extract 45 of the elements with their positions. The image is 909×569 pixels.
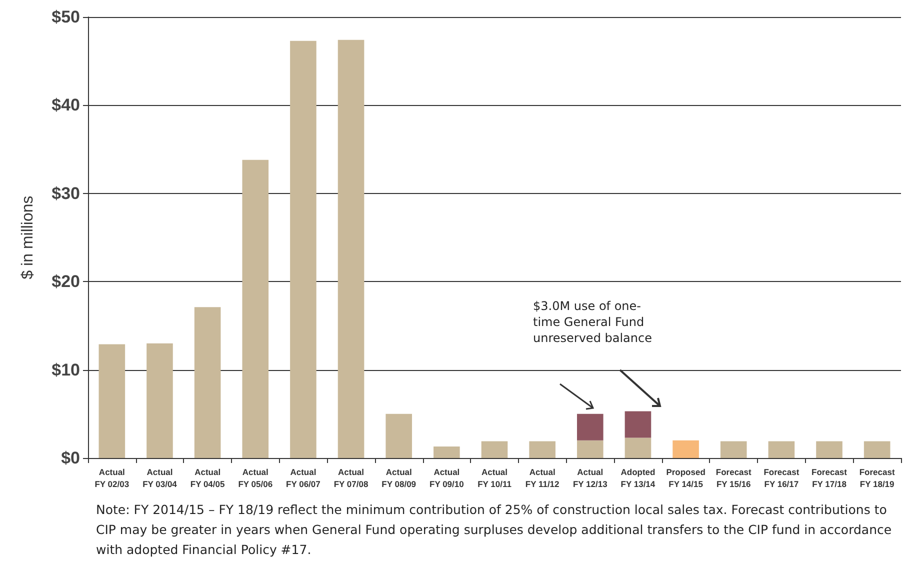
x-tick-label: Adopted FY 13/14 [620,467,656,489]
bar [194,307,221,458]
y-tick-label: $40 [52,96,80,115]
y-axis-title: $ in millions [20,196,36,280]
x-tick-label: Actual FY 07/08 [334,467,368,489]
bar [576,414,604,440]
bar [481,441,508,458]
x-tick-label: Actual FY 10/11 [478,467,512,489]
y-tick-label: $0 [61,448,80,468]
y-tick-label: $10 [52,360,80,380]
bar [290,40,316,458]
x-tick-label: Forecast FY 16/17 [764,467,800,489]
y-tick-label: $30 [52,184,80,203]
bar [624,411,652,438]
bar [434,446,460,458]
y-tick-label: $50 [52,8,80,26]
bar [529,441,556,458]
x-tick-label: Actual FY 05/06 [238,467,273,489]
x-tick-label: Actual FY 11/12 [525,467,560,489]
bar [146,343,173,458]
bar [386,414,412,458]
bar [242,160,269,458]
x-tick-label: Actual FY 08/09 [382,467,416,489]
y-tick-label: $20 [52,272,80,292]
bar [720,441,747,458]
bar [98,344,126,458]
x-tick-label: Forecast FY 17/18 [812,467,848,489]
text: Note: FY 2014/15 – FY 18/19 reflect the minimum contribution of 25% of construction local sales tax. Forecast contributions to CIP may be greater in years when General Fund operating surpluses develop additional transfers to the CIP fund in accordance with adopted Financial Policy #17. [96,501,893,559]
annotation: $3.0M use of one-time General Fund unreserved balance [533,298,653,346]
x-tick-label: Proposed FY 14/15 [666,467,706,489]
x-tick-label: Actual FY 09/10 [430,467,464,489]
bar [338,40,364,458]
bar [816,441,842,458]
bar [672,440,699,458]
bar [624,438,652,458]
x-tick-label: Actual FY 12/13 [572,467,608,489]
x-tick-label: Forecast FY 15/16 [716,467,752,489]
x-tick-label: Actual FY 04/05 [190,467,225,489]
bar [576,440,604,458]
x-tick-label: Actual FY 02/03 [94,467,130,489]
x-tick-label: Actual FY 06/07 [286,467,321,489]
bar [768,441,795,458]
x-tick-label: Actual FY 03/04 [142,467,178,489]
x-tick-label: Forecast FY 18/19 [859,467,895,489]
bar [864,441,890,458]
